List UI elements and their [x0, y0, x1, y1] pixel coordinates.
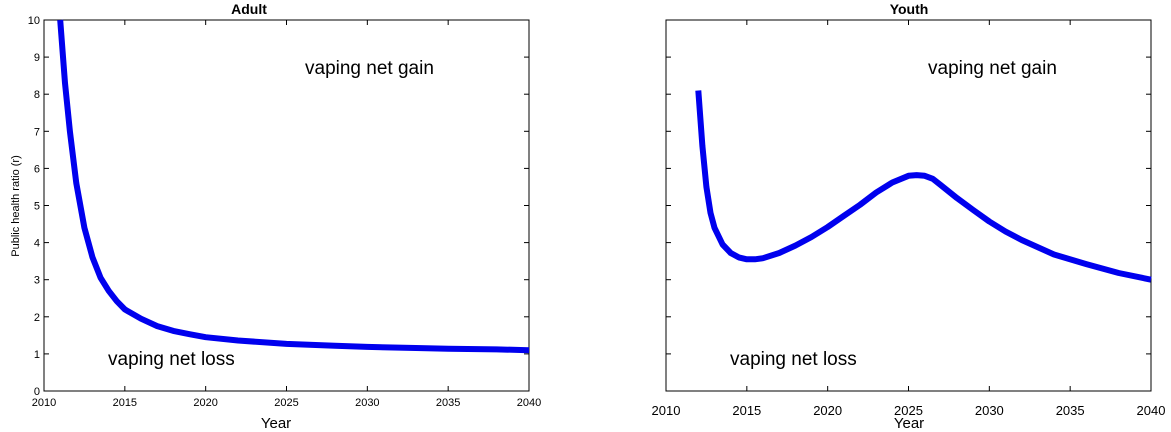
adult-series-line	[57, 19, 530, 354]
adult-y-axis-label: Public health ratio (r)	[10, 155, 22, 257]
adult-x-tick-label: 2015	[113, 397, 137, 409]
adult-x-tick-label: 2040	[517, 397, 541, 409]
youth-x-tick-label: 2035	[1056, 403, 1085, 418]
adult-y-tick-label: 8	[34, 89, 40, 101]
youth-plot-frame	[665, 19, 1152, 392]
youth-series-line	[695, 90, 1152, 283]
youth-x-tick-label: 2040	[1137, 403, 1166, 418]
youth-x-tick-label: 2010	[652, 403, 681, 418]
adult-x-tick-label: 2025	[274, 397, 298, 409]
adult-title: Adult	[231, 1, 267, 17]
adult-y-tick-label: 5	[34, 201, 40, 213]
adult-panel: Adult 2010 2015 2020 2025 2030 2035 2040 0 1 2 3 4 5…	[10, 1, 541, 432]
youth-x-tick-label: 2025	[894, 403, 923, 418]
adult-y-tick-label: 0	[34, 386, 40, 398]
adult-y-tick-label: 7	[34, 126, 40, 138]
youth-title: Youth	[890, 1, 929, 17]
adult-x-tick-label: 2035	[436, 397, 460, 409]
youth-x-axis-label: Year	[894, 415, 924, 432]
adult-y-tick-label: 2	[34, 312, 40, 324]
adult-y-tick-label: 9	[34, 52, 40, 64]
youth-x-tick-label: 2030	[975, 403, 1004, 418]
adult-x-tick-label: 2010	[32, 397, 56, 409]
adult-annotation-gain: vaping net gain	[305, 58, 434, 79]
adult-y-tick-label: 3	[34, 275, 40, 287]
adult-annotation-loss: vaping net loss	[108, 349, 235, 370]
youth-x-tick-label: 2015	[732, 403, 761, 418]
adult-x-axis-label: Year	[261, 415, 291, 432]
adult-y-tick-label: 10	[28, 15, 40, 27]
youth-x-tick-label: 2020	[813, 403, 842, 418]
adult-y-tick-label: 4	[34, 238, 40, 250]
adult-y-tick-label: 1	[34, 349, 40, 361]
youth-annotation-loss: vaping net loss	[730, 349, 857, 370]
adult-x-tick-label: 2020	[193, 397, 217, 409]
adult-plot-frame	[43, 19, 530, 392]
youth-panel: Youth 2010 2015 2020 2025 2030 2035 2040 vapin…	[652, 1, 1166, 432]
adult-x-tick-label: 2030	[355, 397, 379, 409]
adult-y-tick-label: 6	[34, 163, 40, 175]
youth-annotation-gain: vaping net gain	[928, 58, 1057, 79]
